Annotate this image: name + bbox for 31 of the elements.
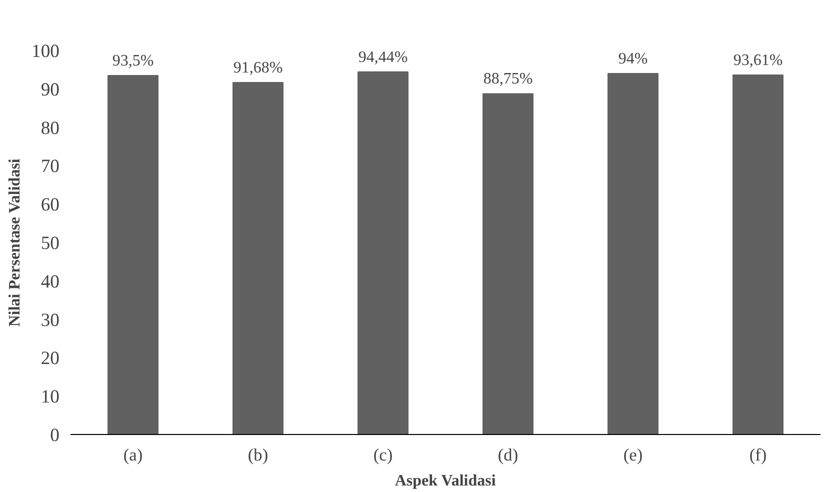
x-axis-title: Aspek Validasi	[394, 472, 496, 490]
y-tick-label: 30	[40, 310, 60, 331]
data-label: 88,75%	[483, 70, 533, 88]
data-label: 94,44%	[358, 48, 408, 66]
data-label: 91,68%	[233, 59, 283, 76]
data-label: 93,61%	[733, 52, 783, 70]
bar	[732, 74, 784, 434]
y-tick-label: 70	[40, 156, 60, 178]
y-tick-label: 60	[40, 194, 60, 216]
data-label: 93,5%	[112, 52, 154, 70]
bar	[482, 93, 534, 434]
x-tick-label: (c)	[373, 446, 393, 464]
x-tick-label: (a)	[123, 446, 143, 464]
y-tick-label: 50	[40, 233, 60, 254]
x-tick-label: (d)	[498, 446, 518, 464]
y-axis-title: Nilai Persentase Validasi	[6, 158, 24, 327]
bar	[108, 74, 158, 434]
data-label: 94%	[618, 50, 648, 68]
y-tick-label: 90	[40, 79, 60, 100]
y-tick-label: 40	[40, 271, 60, 292]
bar	[608, 73, 658, 434]
y-tick-label: 100	[32, 41, 60, 62]
x-tick-label: (e)	[623, 446, 643, 464]
y-tick-label: 0	[50, 425, 60, 446]
bar	[358, 71, 408, 434]
x-tick-label: (f)	[749, 446, 767, 464]
bar	[232, 82, 284, 434]
x-tick-label: (b)	[248, 446, 268, 464]
y-tick-label: 10	[40, 386, 60, 408]
y-tick-label: 80	[40, 118, 60, 139]
y-tick-label: 20	[40, 348, 60, 370]
